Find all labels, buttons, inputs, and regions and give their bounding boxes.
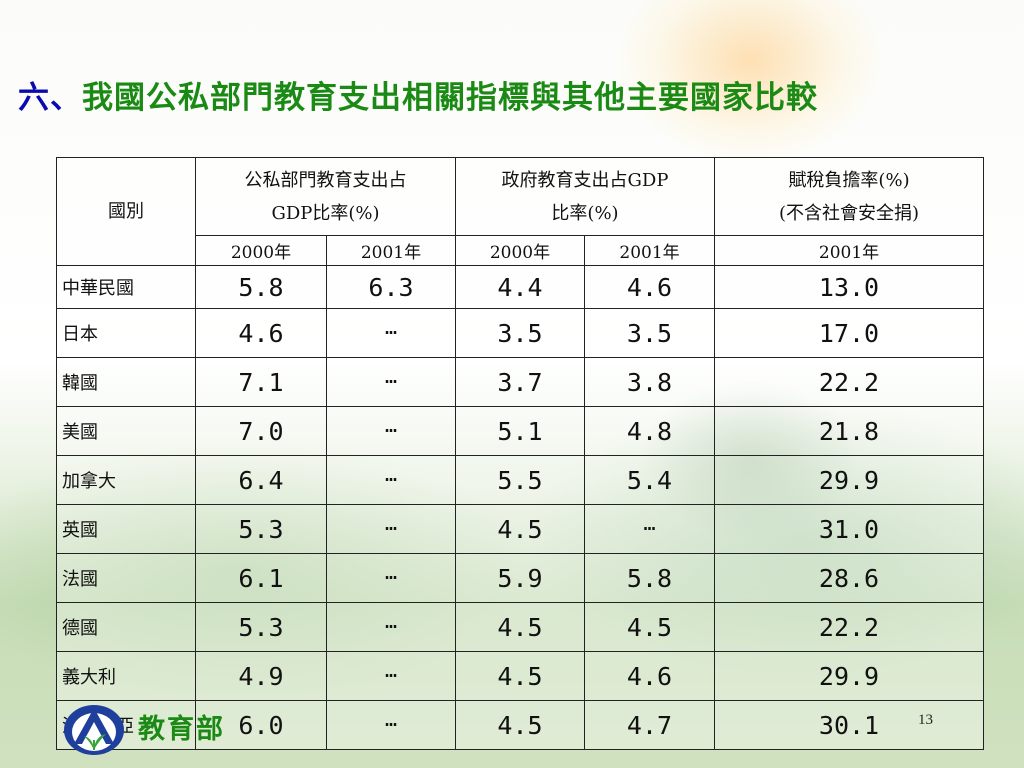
tax-burden-cell: 22.2 — [714, 602, 985, 652]
government-2000-cell: 4.5 — [455, 700, 585, 750]
tax-burden-cell: 30.1 — [714, 700, 985, 750]
government-2000-cell: 5.9 — [455, 553, 585, 603]
tax-burden-cell: 21.8 — [714, 406, 985, 456]
public-private-2001-cell: … — [326, 553, 456, 603]
government-2000-cell: 4.5 — [455, 602, 585, 652]
public-private-2001-cell: … — [326, 700, 456, 750]
ministry-name: 教育部 — [138, 714, 225, 745]
year-header: 2001年 — [583, 235, 716, 266]
country-cell: 美國 — [56, 406, 196, 456]
public-private-2001-cell: … — [326, 357, 456, 407]
ministry-logo — [64, 705, 124, 755]
government-2000-cell: 3.7 — [455, 357, 585, 407]
public-private-2000-cell: 5.3 — [195, 504, 327, 554]
slide-title-text: 我國公私部門教育支出相關指標與其他主要國家比較 — [82, 80, 818, 116]
year-header: 2000年 — [455, 235, 585, 266]
year-header: 2000年 — [195, 235, 327, 266]
table-row: 法國 6.1… 5.9 5.8 28.6 — [56, 553, 985, 603]
government-2000-cell: 4.5 — [455, 651, 585, 701]
public-private-2001-cell: … — [326, 651, 456, 701]
header-tax-burden: 賦稅負擔率(%) (不含社會安全捐) — [714, 157, 985, 236]
public-private-2001-cell: … — [326, 455, 456, 505]
government-2001-cell: 4.6 — [583, 265, 716, 309]
comparison-table: 國別 公私部門教育支出占 GDP比率(%) 政府教育支出占GDP 比率(%) 賦稅負… — [56, 157, 985, 750]
tax-burden-cell: 17.0 — [714, 308, 985, 358]
table-row: 美國 7.0… 5.1 4.8 21.8 — [56, 406, 985, 456]
government-2001-cell: 3.5 — [583, 308, 716, 358]
country-cell: 日本 — [56, 308, 196, 358]
tax-burden-cell: 31.0 — [714, 504, 985, 554]
page-number: 13 — [918, 712, 933, 728]
tax-burden-cell: 29.9 — [714, 455, 985, 505]
header-public-private-spending: 公私部門教育支出占 GDP比率(%) — [195, 157, 456, 236]
public-private-2000-cell: 7.0 — [195, 406, 327, 456]
public-private-2000-cell: 6.1 — [195, 553, 327, 603]
government-2000-cell: 5.5 — [455, 455, 585, 505]
government-2000-cell: 4.5 — [455, 504, 585, 554]
year-header: 2001年 — [714, 235, 985, 266]
government-2000-cell: 4.4 — [455, 265, 585, 309]
table-header-row: 國別 公私部門教育支出占 GDP比率(%) 政府教育支出占GDP 比率(%) 賦稅負… — [56, 157, 985, 266]
slide-title: 六、我國公私部門教育支出相關指標與其他主要國家比較 — [18, 72, 818, 117]
country-cell: 德國 — [56, 602, 196, 652]
header-country: 國別 — [56, 157, 196, 266]
public-private-2000-cell: 6.4 — [195, 455, 327, 505]
public-private-2001-cell: 6.3 — [326, 265, 456, 309]
tax-burden-cell: 28.6 — [714, 553, 985, 603]
country-cell: 中華民國 — [56, 265, 196, 309]
country-cell: 義大利 — [56, 651, 196, 701]
country-cell: 法國 — [56, 553, 196, 603]
table-row: 義大利 4.9… 4.5 4.6 29.9 — [56, 651, 985, 701]
government-2000-cell: 5.1 — [455, 406, 585, 456]
public-private-2001-cell: … — [326, 602, 456, 652]
country-cell: 韓國 — [56, 357, 196, 407]
government-2001-cell: 5.8 — [583, 553, 716, 603]
government-2001-cell: 4.8 — [583, 406, 716, 456]
government-2001-cell: 4.6 — [583, 651, 716, 701]
tax-burden-cell: 13.0 — [714, 265, 985, 309]
table-row: 日本 4.6… 3.5 3.5 17.0 — [56, 308, 985, 358]
year-header: 2001年 — [326, 235, 456, 266]
table-row: 韓國 7.1… 3.7 3.8 22.2 — [56, 357, 985, 407]
table-row: 加拿大 6.4… 5.5 5.4 29.9 — [56, 455, 985, 505]
public-private-2000-cell: 5.3 — [195, 602, 327, 652]
table-row: 英國 5.3… 4.5… 31.0 — [56, 504, 985, 554]
table-row: 中華民國 5.8 6.3 4.4 4.6 13.0 — [56, 265, 985, 309]
government-2000-cell: 3.5 — [455, 308, 585, 358]
country-cell: 加拿大 — [56, 455, 196, 505]
tax-burden-cell: 29.9 — [714, 651, 985, 701]
government-2001-cell: 4.5 — [583, 602, 716, 652]
country-cell: 英國 — [56, 504, 196, 554]
table-year-row: 2000年 2001年 2000年 2001年 2001年 — [57, 235, 985, 266]
public-private-2000-cell: 4.9 — [195, 651, 327, 701]
slide-title-prefix: 六、 — [18, 80, 82, 116]
public-private-2001-cell: … — [326, 406, 456, 456]
public-private-2000-cell: 4.6 — [195, 308, 327, 358]
public-private-2000-cell: 5.8 — [195, 265, 327, 309]
government-2001-cell: 5.4 — [583, 455, 716, 505]
government-2001-cell: … — [583, 504, 716, 554]
public-private-2001-cell: … — [326, 504, 456, 554]
tax-burden-cell: 22.2 — [714, 357, 985, 407]
public-private-2001-cell: … — [326, 308, 456, 358]
table-row: 德國 5.3… 4.5 4.5 22.2 — [56, 602, 985, 652]
government-2001-cell: 4.7 — [583, 700, 716, 750]
header-government-spending: 政府教育支出占GDP 比率(%) — [454, 157, 716, 236]
government-2001-cell: 3.8 — [583, 357, 716, 407]
public-private-2000-cell: 7.1 — [195, 357, 327, 407]
